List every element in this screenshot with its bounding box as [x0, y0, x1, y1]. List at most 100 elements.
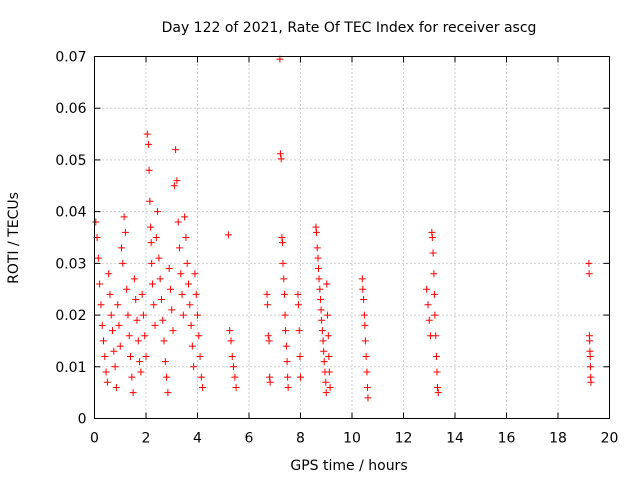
data-point: [433, 368, 441, 376]
data-point: [134, 337, 142, 345]
data-point: [92, 218, 100, 226]
data-point: [323, 280, 331, 288]
data-point: [279, 259, 287, 267]
data-point: [145, 140, 153, 148]
data-point: [282, 342, 290, 350]
data-point: [227, 337, 235, 345]
data-point: [224, 231, 232, 239]
data-point: [423, 285, 431, 293]
data-point: [179, 311, 187, 319]
data-point: [199, 383, 207, 391]
data-point: [318, 316, 326, 324]
data-point: [155, 254, 163, 262]
x-tick-label: 16: [498, 431, 516, 447]
x-tick-label: 14: [446, 431, 464, 447]
data-point: [148, 259, 156, 267]
data-point: [187, 321, 195, 329]
data-point: [147, 223, 155, 231]
data-point: [178, 290, 186, 298]
y-axis-label: ROTI / TECUs: [6, 192, 22, 284]
data-point: [319, 337, 327, 345]
data-point: [265, 337, 273, 345]
data-point: [322, 378, 330, 386]
y-tick-label: 0: [78, 412, 87, 428]
data-point: [186, 301, 194, 309]
data-point: [230, 363, 238, 371]
data-point: [283, 358, 291, 366]
data-point: [432, 332, 440, 340]
data-point: [159, 316, 167, 324]
data-point: [103, 378, 111, 386]
x-tick-label: 18: [549, 431, 567, 447]
x-tick-label: 6: [245, 431, 254, 447]
x-tick-label: 0: [90, 431, 99, 447]
x-tick-label: 12: [395, 431, 413, 447]
data-point: [294, 290, 302, 298]
data-point: [359, 285, 367, 293]
data-point: [316, 285, 324, 293]
data-point: [169, 327, 177, 335]
data-point: [94, 254, 102, 262]
data-point: [284, 383, 292, 391]
x-tick-label: 2: [142, 431, 151, 447]
data-point: [168, 306, 176, 314]
data-point: [266, 378, 274, 386]
data-point: [296, 352, 304, 360]
data-point: [154, 208, 162, 216]
data-point: [266, 373, 274, 381]
data-point: [130, 275, 138, 283]
data-point: [124, 311, 132, 319]
data-point: [161, 358, 169, 366]
data-point: [174, 218, 182, 226]
y-tick-label: 0.07: [55, 50, 86, 66]
data-point: [138, 290, 146, 298]
data-point: [102, 368, 110, 376]
data-point: [101, 352, 109, 360]
data-point: [586, 337, 594, 345]
data-point: [281, 311, 289, 319]
data-point: [165, 265, 173, 273]
data-point: [322, 389, 330, 397]
data-point: [312, 223, 320, 231]
data-point: [324, 332, 332, 340]
data-point: [173, 177, 181, 185]
data-point: [281, 290, 289, 298]
data-point: [183, 259, 191, 267]
data-point: [232, 383, 240, 391]
y-tick-label: 0.01: [55, 360, 86, 376]
data-point: [314, 254, 322, 262]
data-point: [432, 352, 440, 360]
data-point: [363, 368, 371, 376]
data-point: [107, 311, 115, 319]
data-point: [114, 301, 122, 309]
data-point: [358, 275, 366, 283]
data-point: [150, 301, 158, 309]
data-point: [585, 270, 593, 278]
data-point: [431, 311, 439, 319]
data-point: [264, 301, 272, 309]
data-point: [172, 146, 180, 154]
data-point: [325, 352, 333, 360]
x-tick-label: 8: [296, 431, 305, 447]
data-point: [109, 327, 117, 335]
data-point: [188, 342, 196, 350]
data-point: [317, 306, 325, 314]
data-point: [100, 337, 108, 345]
data-point: [166, 285, 174, 293]
data-point: [430, 290, 438, 298]
data-point: [318, 327, 326, 335]
data-point: [361, 321, 369, 329]
data-point: [297, 373, 304, 381]
data-point: [312, 228, 320, 236]
data-point: [320, 358, 328, 366]
data-point: [118, 244, 126, 252]
data-point: [184, 280, 192, 288]
data-point: [434, 389, 442, 397]
data-point: [280, 275, 288, 283]
x-tick-label: 4: [193, 431, 202, 447]
data-point: [360, 296, 368, 304]
data-point: [430, 270, 438, 278]
data-point: [142, 352, 150, 360]
data-point: [96, 280, 104, 288]
data-point: [156, 275, 164, 283]
